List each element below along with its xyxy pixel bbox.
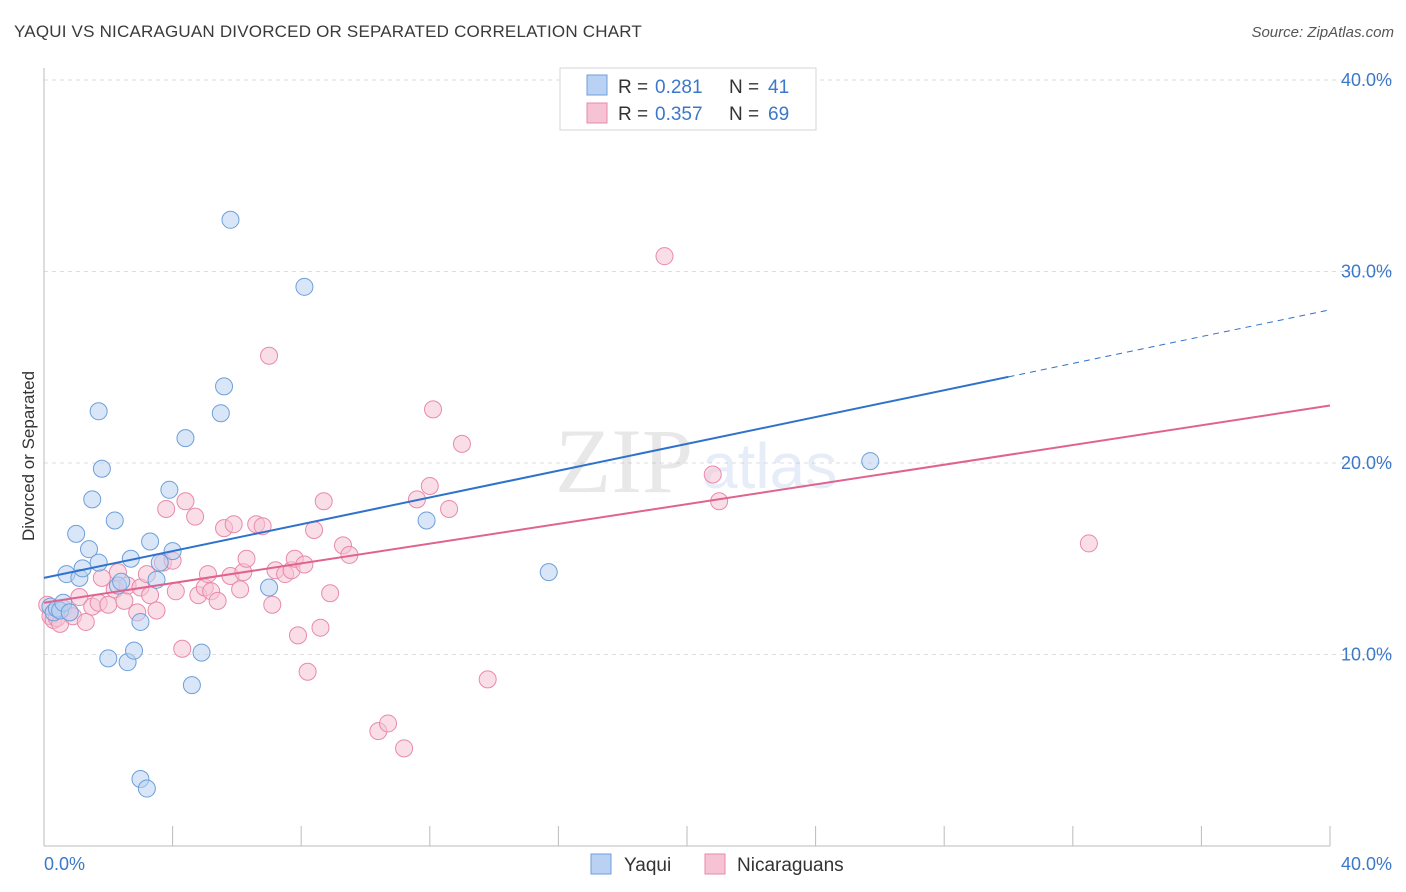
yaqui-point bbox=[137, 779, 156, 798]
gridlines bbox=[44, 79, 1392, 655]
nicaraguans-point bbox=[99, 595, 118, 614]
yaqui-point bbox=[221, 210, 240, 229]
nicaraguans-trend-line bbox=[43, 404, 1331, 604]
nicaraguans-point bbox=[224, 515, 243, 534]
yaqui-n-label: N = bbox=[729, 77, 759, 98]
nicaraguans-point bbox=[395, 739, 414, 758]
legend-yaqui-swatch bbox=[590, 853, 612, 875]
nicaraguans-r-value: 0.357 bbox=[655, 104, 703, 125]
y-tick-label-40: 40.0% bbox=[1341, 70, 1392, 90]
nicaraguans-point bbox=[314, 492, 333, 511]
nicaraguans-point bbox=[452, 434, 471, 453]
yaqui-point bbox=[83, 490, 102, 509]
nicaraguans-point bbox=[231, 580, 250, 599]
nicaraguans-point bbox=[76, 612, 95, 631]
y-tick-label-20: 20.0% bbox=[1341, 453, 1392, 473]
legend-nicaraguans-label: Nicaraguans bbox=[737, 855, 844, 876]
chart-title: YAQUI VS NICARAGUAN DIVORCED OR SEPARATE… bbox=[14, 22, 642, 41]
series-legend: Yaqui Nicaraguans bbox=[590, 853, 844, 876]
nicaraguans-point bbox=[478, 670, 497, 689]
nicaraguans-point bbox=[424, 400, 443, 419]
yaqui-trend-extension bbox=[1008, 309, 1331, 378]
yaqui-point bbox=[112, 572, 131, 591]
yaqui-point bbox=[215, 377, 234, 396]
nicaraguans-n-value: 69 bbox=[768, 104, 789, 125]
yaqui-point bbox=[80, 540, 99, 559]
nicaraguans-point bbox=[288, 626, 307, 645]
yaqui-point bbox=[60, 603, 79, 622]
yaqui-point bbox=[125, 641, 144, 660]
y-tick-label-10: 10.0% bbox=[1341, 645, 1392, 665]
nicaraguans-point bbox=[260, 346, 279, 365]
nicaraguans-point bbox=[1079, 534, 1098, 553]
yaqui-trend-line bbox=[43, 375, 1009, 579]
yaqui-point bbox=[131, 612, 150, 631]
nicaraguans-point bbox=[298, 662, 317, 681]
nicaraguans-n-label: N = bbox=[729, 104, 759, 125]
yaqui-point bbox=[295, 277, 314, 296]
x-axis-ticks bbox=[43, 826, 1331, 846]
nicaraguans-point bbox=[208, 591, 227, 610]
nicaraguans-point bbox=[311, 618, 330, 637]
yaqui-point bbox=[417, 511, 436, 530]
yaqui-n-value: 41 bbox=[768, 77, 789, 98]
nicaraguans-point bbox=[703, 465, 722, 484]
x-tick-label-max: 40.0% bbox=[1341, 854, 1392, 874]
legend-yaqui-label: Yaqui bbox=[624, 855, 671, 876]
nicaraguans-point bbox=[263, 595, 282, 614]
yaqui-point bbox=[539, 563, 558, 582]
yaqui-point bbox=[182, 676, 201, 695]
yaqui-point bbox=[176, 429, 195, 448]
nicaraguans-point bbox=[440, 499, 459, 518]
watermark-zip: ZIP bbox=[555, 410, 693, 512]
nicaraguans-point bbox=[147, 601, 166, 620]
nicaraguans-swatch bbox=[586, 102, 608, 124]
yaqui-r-label: R = bbox=[618, 77, 648, 98]
y-tick-labels: 10.0% 20.0% 30.0% 40.0% bbox=[1341, 70, 1392, 665]
yaqui-point bbox=[141, 532, 160, 551]
yaqui-r-value: 0.281 bbox=[655, 77, 703, 98]
stats-legend: R = 0.281 N = 41 R = 0.357 N = 69 bbox=[559, 67, 817, 131]
yaqui-swatch bbox=[586, 74, 608, 96]
yaqui-point bbox=[211, 404, 230, 423]
nicaraguans-r-label: R = bbox=[618, 104, 648, 125]
nicaraguans-point bbox=[237, 549, 256, 568]
nicaraguans-point bbox=[157, 499, 176, 518]
nicaraguans-point bbox=[166, 582, 185, 601]
nicaraguans-point bbox=[379, 714, 398, 733]
source-credit: Source: ZipAtlas.com bbox=[1251, 24, 1394, 41]
yaqui-point bbox=[260, 578, 279, 597]
nicaraguans-point bbox=[141, 586, 160, 605]
nicaraguans-point bbox=[655, 247, 674, 266]
yaqui-point bbox=[67, 524, 86, 543]
y-axis-title: Divorced or Separated bbox=[19, 371, 38, 541]
nicaraguans-point bbox=[305, 521, 324, 540]
watermark: ZIP atlas bbox=[555, 410, 837, 512]
watermark-atlas: atlas bbox=[702, 430, 837, 502]
yaqui-point bbox=[105, 511, 124, 530]
y-tick-label-30: 30.0% bbox=[1341, 262, 1392, 282]
yaqui-point bbox=[861, 452, 880, 471]
nicaraguans-point bbox=[321, 584, 340, 603]
yaqui-point bbox=[99, 649, 118, 668]
yaqui-point bbox=[192, 643, 211, 662]
yaqui-point bbox=[92, 459, 111, 478]
nicaraguans-point bbox=[710, 492, 729, 511]
nicaraguans-point bbox=[198, 565, 217, 584]
yaqui-point bbox=[160, 480, 179, 499]
x-tick-label-min: 0.0% bbox=[44, 854, 85, 874]
nicaraguans-point bbox=[176, 492, 195, 511]
yaqui-point bbox=[89, 402, 108, 421]
trend-lines bbox=[43, 309, 1331, 604]
legend-nicaraguans-swatch bbox=[704, 853, 726, 875]
nicaraguans-point bbox=[186, 507, 205, 526]
nicaraguans-point bbox=[420, 476, 439, 495]
nicaraguans-point bbox=[173, 639, 192, 658]
